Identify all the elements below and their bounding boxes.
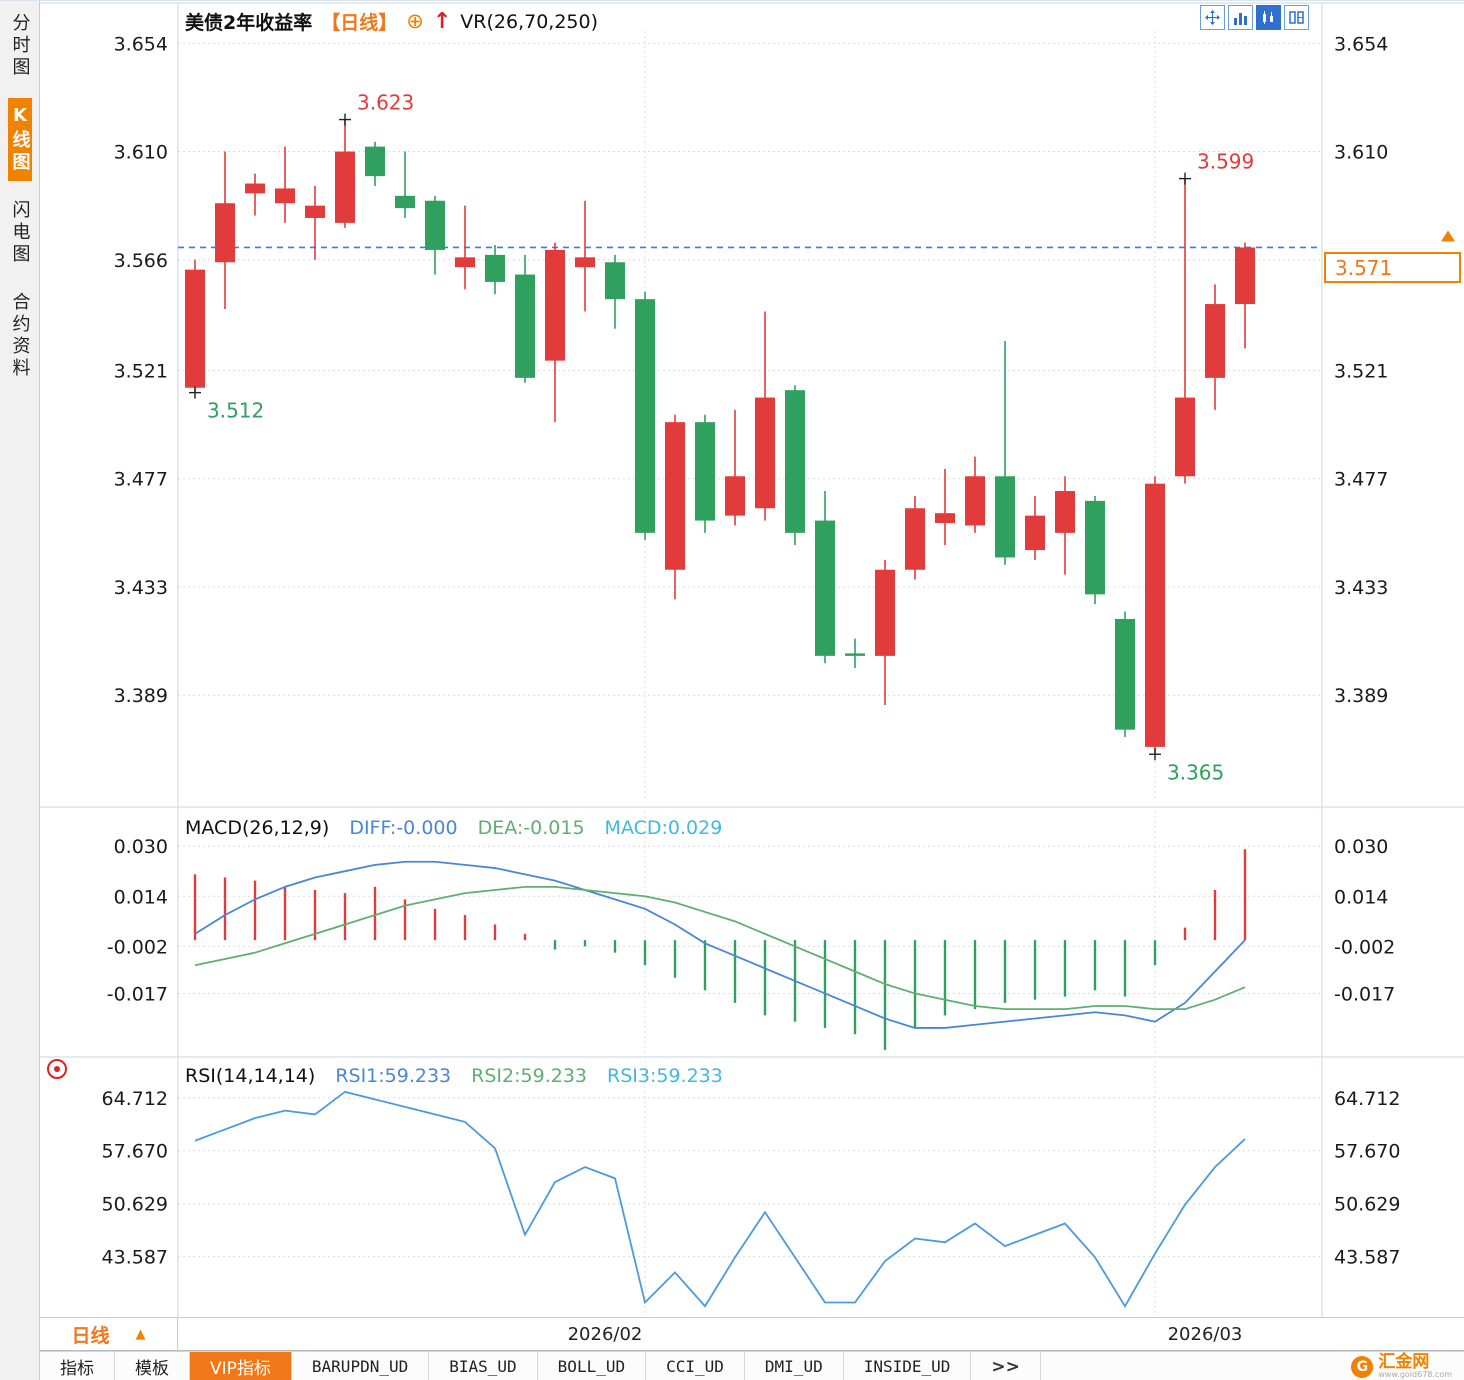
logo-badge-icon: G xyxy=(1351,1355,1374,1378)
svg-text:0.014: 0.014 xyxy=(1334,886,1388,908)
rsi2-value: RSI2:59.233 xyxy=(471,1065,587,1087)
period-selector[interactable]: 日线 ▲ xyxy=(40,1318,178,1350)
triangle-up-icon: ▲ xyxy=(135,1326,146,1342)
tab-templates[interactable]: 模板 xyxy=(115,1352,190,1380)
rsi-pane-header: RSI(14,14,14) RSI1:59.233 RSI2:59.233 RS… xyxy=(185,1065,723,1087)
svg-text:50.629: 50.629 xyxy=(1334,1194,1400,1216)
macd-macd-value: MACD:0.029 xyxy=(604,817,723,839)
svg-text:3.599: 3.599 xyxy=(1197,150,1254,174)
logo-url: www.gold678.com xyxy=(1378,1370,1452,1379)
macd-pane-header: MACD(26,12,9) DIFF:-0.000 DEA:-0.015 MAC… xyxy=(185,817,722,839)
current-price-tag: 3.571 xyxy=(1324,252,1461,283)
svg-text:3.365: 3.365 xyxy=(1167,760,1224,784)
svg-text:50.629: 50.629 xyxy=(102,1194,168,1216)
svg-text:3.623: 3.623 xyxy=(357,91,414,115)
rsi3-value: RSI3:59.233 xyxy=(607,1065,723,1087)
svg-text:3.433: 3.433 xyxy=(114,577,168,599)
pan-view-icon[interactable] xyxy=(1200,5,1225,30)
period-tag[interactable]: 【日线】 xyxy=(321,12,398,34)
vr-indicator-label[interactable]: VR(26,70,250) xyxy=(460,10,599,33)
sidebar-item-flash[interactable]: 闪电图 xyxy=(9,200,31,266)
tab-barupdn-ud[interactable]: BARUPDN_UD xyxy=(292,1352,430,1380)
svg-text:3.610: 3.610 xyxy=(1334,142,1388,164)
target-icon[interactable] xyxy=(47,1059,67,1079)
instrument-title: 美债2年收益率 xyxy=(185,12,313,34)
svg-text:3.654: 3.654 xyxy=(114,33,168,55)
svg-text:43.587: 43.587 xyxy=(1334,1247,1400,1269)
view-toolbar xyxy=(1200,5,1309,30)
svg-text:57.670: 57.670 xyxy=(102,1141,168,1163)
site-logo: G 汇金网 www.gold678.com xyxy=(1351,1352,1464,1380)
svg-text:3.477: 3.477 xyxy=(114,469,168,491)
svg-text:3.389: 3.389 xyxy=(1334,685,1388,707)
x-axis-bar: 日线 ▲ 2026/02 2026/03 xyxy=(40,1317,1464,1351)
svg-text:-0.017: -0.017 xyxy=(1334,983,1395,1005)
svg-text:-0.002: -0.002 xyxy=(1334,936,1395,958)
tab-dmi-ud[interactable]: DMI_UD xyxy=(745,1352,844,1380)
up-arrow-icon: ↑ xyxy=(432,8,452,34)
tab-indicators[interactable]: 指标 xyxy=(40,1352,115,1380)
sidebar-item-timeshare[interactable]: 分时图 xyxy=(9,13,31,79)
split-window-icon[interactable] xyxy=(1284,5,1309,30)
svg-text:3.654: 3.654 xyxy=(1334,33,1388,55)
tab-cci-ud[interactable]: CCI_UD xyxy=(646,1352,745,1380)
svg-text:0.014: 0.014 xyxy=(114,886,168,908)
x-axis-label-mar: 2026/03 xyxy=(1167,1324,1243,1345)
tab-vip-indicators[interactable]: VIP指标 xyxy=(190,1352,292,1380)
tab-more[interactable]: >> xyxy=(971,1352,1041,1380)
tab-inside-ud[interactable]: INSIDE_UD xyxy=(844,1352,972,1380)
tab-bias-ud[interactable]: BIAS_UD xyxy=(429,1352,538,1380)
sidebar-item-kline[interactable]: K线图 xyxy=(7,98,32,181)
svg-text:0.030: 0.030 xyxy=(114,836,168,858)
svg-text:3.512: 3.512 xyxy=(207,399,264,423)
kline-view-icon[interactable] xyxy=(1256,5,1281,30)
svg-text:3.477: 3.477 xyxy=(1334,469,1388,491)
macd-diff-value: DIFF:-0.000 xyxy=(349,817,458,839)
svg-text:0.030: 0.030 xyxy=(1334,836,1388,858)
tab-boll-ud[interactable]: BOLL_UD xyxy=(538,1352,647,1380)
svg-text:57.670: 57.670 xyxy=(1334,1141,1400,1163)
svg-text:-0.017: -0.017 xyxy=(107,983,168,1005)
left-sidebar: 分时图 K线图 闪电图 合约资料 xyxy=(0,1,40,1380)
svg-text:43.587: 43.587 xyxy=(102,1247,168,1269)
macd-indicator-label[interactable]: MACD(26,12,9) xyxy=(185,817,330,839)
add-indicator-icon[interactable]: ⊕ xyxy=(406,9,424,33)
indicator-tab-bar: 指标 模板 VIP指标 BARUPDN_UD BIAS_UD BOLL_UD C… xyxy=(40,1351,1464,1380)
svg-text:64.712: 64.712 xyxy=(102,1088,168,1110)
svg-text:3.521: 3.521 xyxy=(114,360,168,382)
svg-text:3.566: 3.566 xyxy=(114,250,168,272)
bar-chart-view-icon[interactable] xyxy=(1228,5,1253,30)
chart-titlebar: 美债2年收益率 【日线】 ⊕ ↑ VR(26,70,250) xyxy=(185,8,598,35)
svg-text:3.389: 3.389 xyxy=(114,685,168,707)
svg-text:3.610: 3.610 xyxy=(114,142,168,164)
sidebar-item-contract-info[interactable]: 合约资料 xyxy=(9,292,31,380)
logo-name: 汇金网 xyxy=(1378,1352,1430,1372)
period-selector-label: 日线 xyxy=(71,1324,110,1347)
rsi1-value: RSI1:59.233 xyxy=(335,1065,452,1087)
svg-text:64.712: 64.712 xyxy=(1334,1088,1400,1110)
macd-dea-value: DEA:-0.015 xyxy=(477,817,585,839)
svg-text:3.433: 3.433 xyxy=(1334,577,1388,599)
svg-text:-0.002: -0.002 xyxy=(107,936,168,958)
rsi-indicator-label[interactable]: RSI(14,14,14) xyxy=(185,1065,316,1087)
svg-text:3.521: 3.521 xyxy=(1334,360,1388,382)
x-axis-label-feb: 2026/02 xyxy=(567,1324,643,1345)
